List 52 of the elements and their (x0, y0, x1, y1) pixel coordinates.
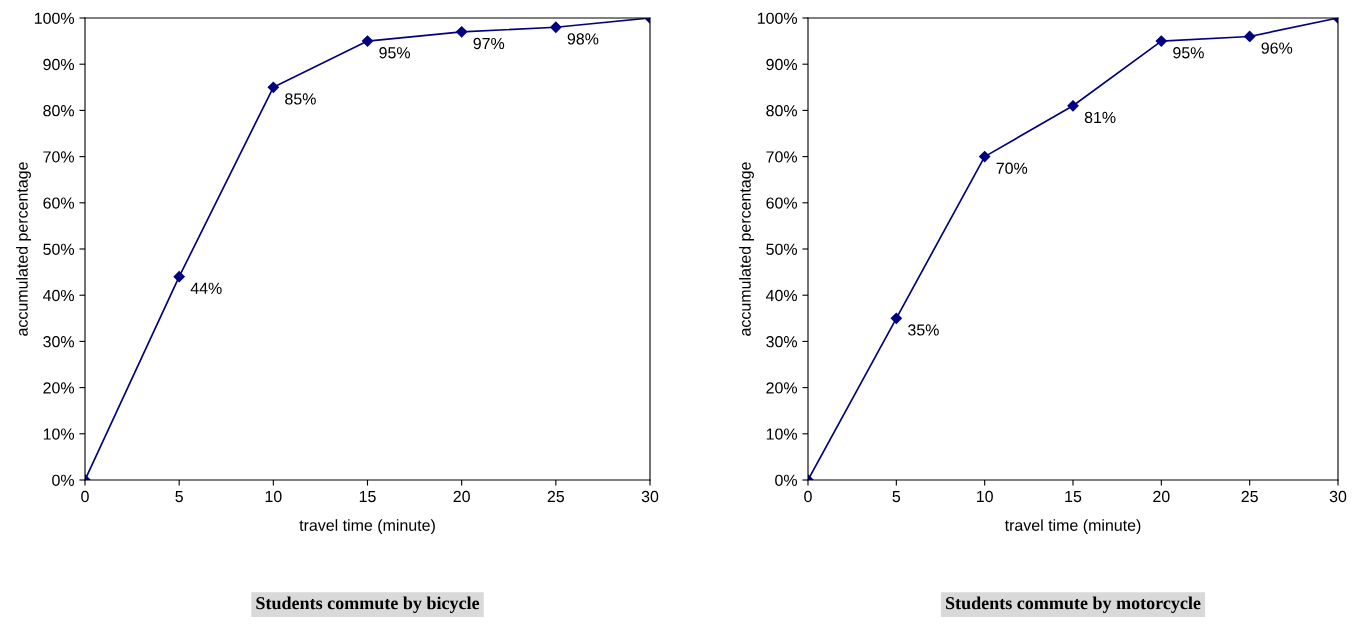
x-tick-label: 20 (453, 490, 470, 503)
x-axis-title: travel time (minute) (299, 519, 435, 535)
y-tick-label: 20% (766, 382, 798, 394)
x-tick-label: 10 (265, 490, 282, 503)
y-tick-label: 10% (766, 428, 798, 440)
x-tick-label: 25 (1241, 490, 1258, 503)
y-tick-label: 30% (43, 336, 75, 348)
data-label: 44% (190, 282, 222, 294)
data-label: 95% (379, 47, 411, 59)
x-tick-label: 5 (175, 491, 183, 503)
x-tick-label: 0 (804, 490, 812, 503)
x-tick-label: 30 (641, 490, 659, 503)
x-tick-label: 15 (359, 491, 376, 503)
y-tick-label: 100% (757, 12, 798, 24)
y-tick-label: 100% (34, 12, 75, 24)
x-tick-label: 10 (977, 490, 993, 503)
y-tick-label: 80% (766, 105, 798, 117)
y-tick-label: 10% (43, 428, 75, 440)
data-label: 85% (285, 93, 316, 105)
y-tick-label: 20% (43, 382, 75, 394)
y-tick-label: 50% (43, 243, 75, 255)
y-tick-label: 60% (766, 197, 798, 209)
y-tick-label: 40% (765, 289, 798, 302)
data-label: 70% (996, 162, 1028, 174)
y-axis-title: accumulated percentage (16, 162, 31, 336)
y-tick-label: 50% (766, 243, 798, 255)
data-label: 95% (1173, 47, 1204, 59)
y-axis-title: accumulated percentage (739, 162, 754, 336)
x-tick-label: 25 (547, 490, 565, 503)
data-label: 96% (1261, 42, 1293, 54)
y-tick-label: 70% (766, 151, 798, 163)
x-axis-title: travel time (minute) (1004, 519, 1141, 535)
y-tick-label: 90% (43, 58, 75, 71)
x-tick-label: 15 (1065, 491, 1082, 503)
y-tick-label: 0% (775, 474, 798, 486)
data-label: 81% (1084, 111, 1116, 124)
data-label: 97% (473, 37, 505, 50)
x-tick-label: 0 (81, 490, 89, 503)
data-label: 98% (567, 33, 599, 45)
x-tick-label: 20 (1153, 490, 1170, 503)
y-tick-label: 40% (42, 289, 75, 302)
data-label: 35% (908, 324, 939, 336)
y-tick-label: 30% (766, 336, 798, 348)
y-tick-label: 60% (43, 197, 75, 209)
y-tick-label: 90% (766, 58, 798, 71)
y-tick-label: 80% (43, 105, 75, 117)
x-tick-label: 30 (1329, 490, 1347, 503)
y-tick-label: 70% (43, 151, 75, 163)
text: Students commute by bicycle (256, 596, 480, 613)
y-tick-label: 0% (52, 474, 75, 486)
x-tick-label: 5 (892, 491, 901, 503)
text: Students commute by motorcycle (946, 596, 1201, 613)
